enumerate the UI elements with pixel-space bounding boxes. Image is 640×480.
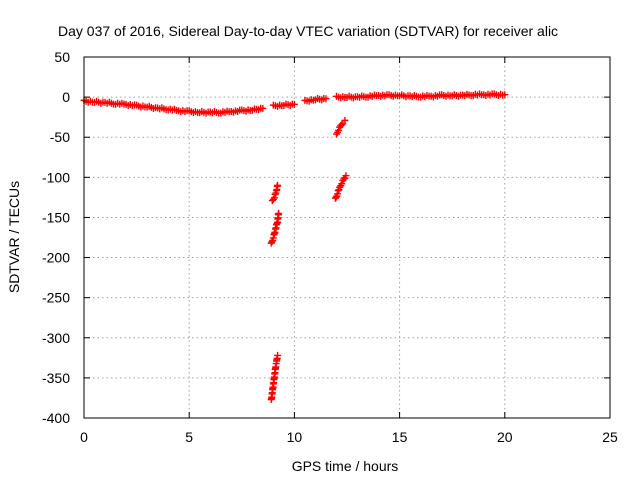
data-point — [275, 209, 283, 217]
data-point — [336, 183, 344, 191]
x-tick-label: 20 — [497, 429, 513, 445]
x-tick-label: 0 — [80, 429, 88, 445]
x-tick-label: 15 — [392, 429, 408, 445]
y-tick-label: 50 — [54, 49, 70, 65]
data-point — [342, 172, 350, 180]
x-tick-label: 5 — [185, 429, 193, 445]
scatter-marks — [80, 90, 509, 404]
y-axis-label: SDTVAR / TECUs — [6, 181, 22, 293]
data-point — [338, 180, 346, 188]
chart-title: Day 037 of 2016, Sidereal Day-to-day VTE… — [58, 23, 558, 39]
data-point — [322, 95, 330, 103]
data-point — [334, 190, 342, 198]
x-tick-label: 10 — [287, 429, 303, 445]
y-tick-label: -300 — [42, 330, 70, 346]
data-point — [334, 187, 342, 195]
plot-frame — [83, 56, 611, 419]
data-point — [501, 91, 509, 99]
data-point — [338, 121, 346, 129]
data-point — [332, 130, 340, 138]
data-point — [269, 195, 277, 203]
x-axis-label: GPS time / hours — [292, 458, 399, 474]
y-tick-label: -400 — [42, 410, 70, 426]
x-tick-label: 25 — [602, 429, 618, 445]
data-point — [271, 190, 279, 198]
y-tick-label: -100 — [42, 169, 70, 185]
data-point — [274, 181, 282, 189]
data-point — [268, 238, 276, 246]
data-point — [332, 193, 340, 201]
data-point — [341, 116, 349, 124]
data-point — [270, 194, 278, 202]
y-tick-label: -150 — [42, 209, 70, 225]
y-tick-label: -200 — [42, 250, 70, 266]
tick-labels: 0 5 10 15 20 25 50 0 -50 -100 -150 -200 -250 -300 -350… — [42, 49, 618, 445]
axis-ticks — [83, 56, 611, 419]
data-point — [259, 104, 267, 112]
y-tick-label: -250 — [42, 290, 70, 306]
y-tick-label: 0 — [62, 89, 70, 105]
data-point — [335, 126, 343, 134]
data-point — [290, 100, 298, 108]
y-tick-label: -50 — [50, 129, 70, 145]
y-tick-label: -350 — [42, 370, 70, 386]
grid — [84, 57, 610, 418]
data-point — [274, 351, 282, 359]
